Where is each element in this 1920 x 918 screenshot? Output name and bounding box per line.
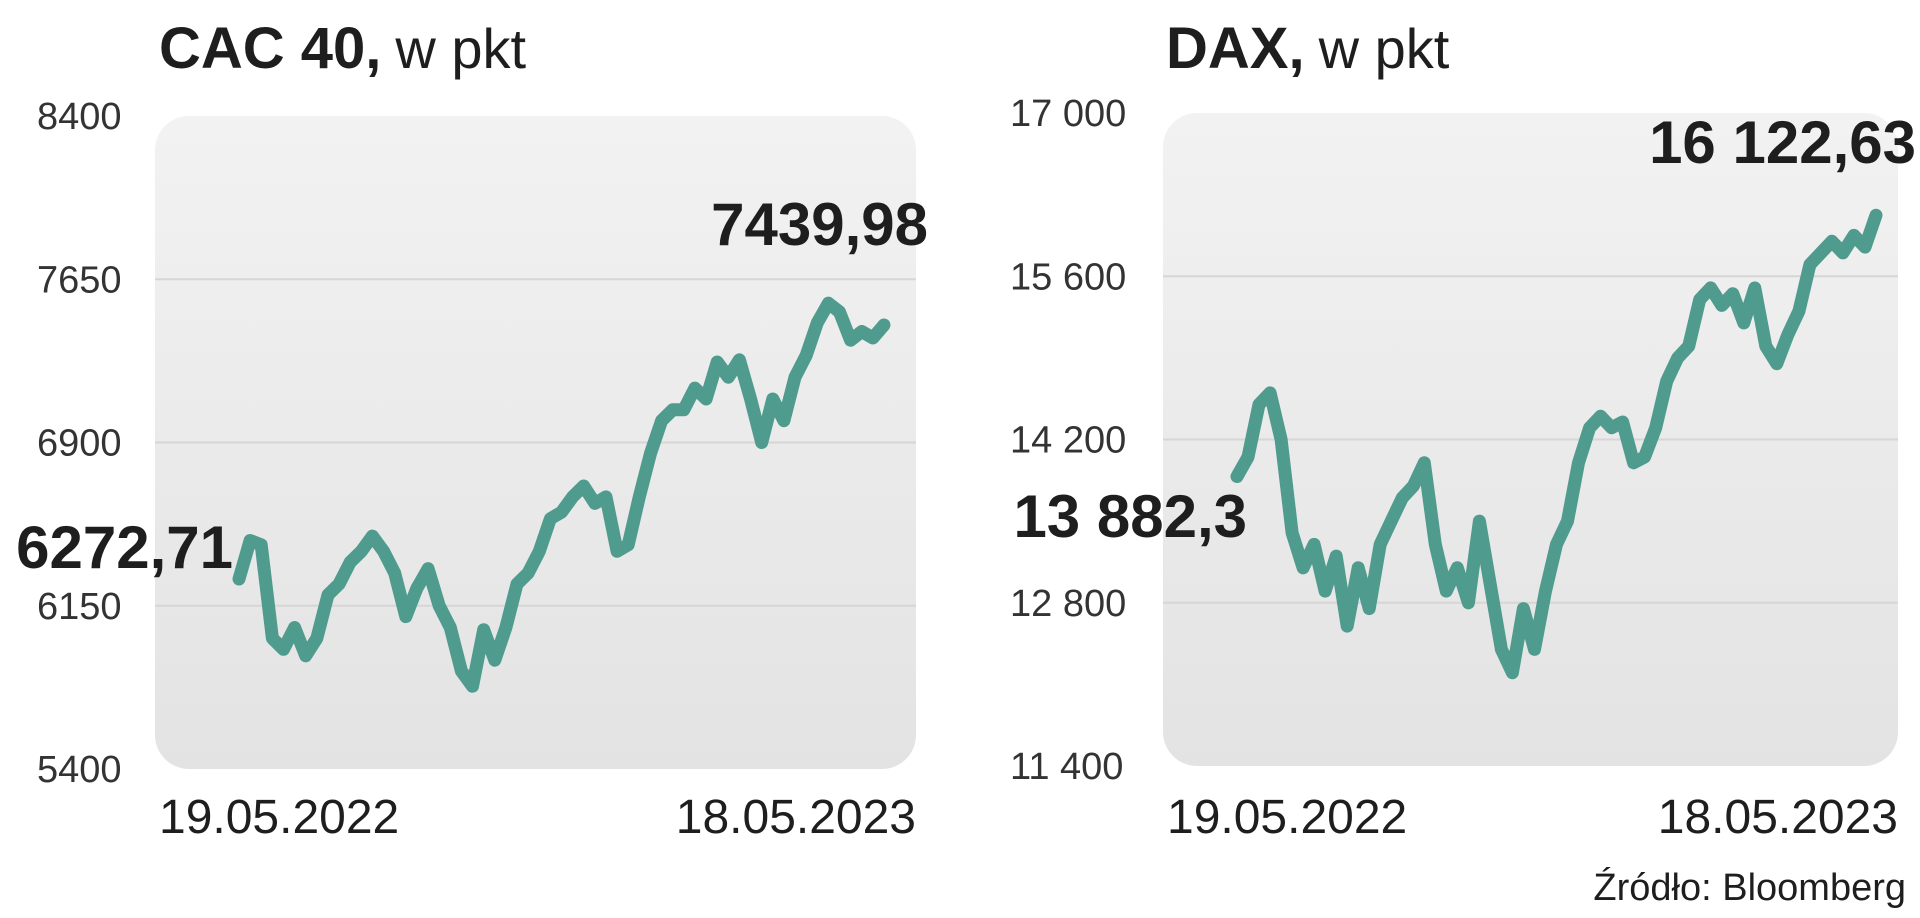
y-tick-label: 12 800 <box>1010 583 1126 625</box>
y-tick-label: 14 200 <box>1010 420 1126 462</box>
y-tick-label: 11 400 <box>1010 746 1123 788</box>
value-label: 6272,71 <box>16 514 233 581</box>
y-tick-label: 7650 <box>37 259 122 301</box>
y-tick-label: 6150 <box>37 586 122 628</box>
chart-subtitle: w pkt <box>1318 17 1450 80</box>
value-label: 16 122,63 <box>1649 109 1916 176</box>
x-tick-label: 19.05.2022 <box>159 791 399 844</box>
y-tick-label: 15 600 <box>1010 256 1126 298</box>
value-label: 7439,98 <box>711 191 928 258</box>
y-tick-label: 6900 <box>37 423 122 465</box>
x-tick-label: 19.05.2022 <box>1167 791 1407 844</box>
y-tick-label: 5400 <box>37 749 122 791</box>
x-tick-label: 18.05.2023 <box>676 791 916 844</box>
data-line <box>1230 208 1883 680</box>
chart-title: DAX, <box>1166 16 1305 81</box>
value-label: 13 882,3 <box>1013 483 1247 550</box>
chart-subtitle: w pkt <box>394 17 526 80</box>
y-tick-label: 8400 <box>37 96 122 138</box>
y-tick-label: 17 000 <box>1010 93 1126 135</box>
x-tick-label: 18.05.2023 <box>1658 791 1898 844</box>
data-line <box>232 296 891 693</box>
chart-title: CAC 40, <box>159 16 381 81</box>
source: Źródło: Bloomberg <box>1593 866 1906 909</box>
